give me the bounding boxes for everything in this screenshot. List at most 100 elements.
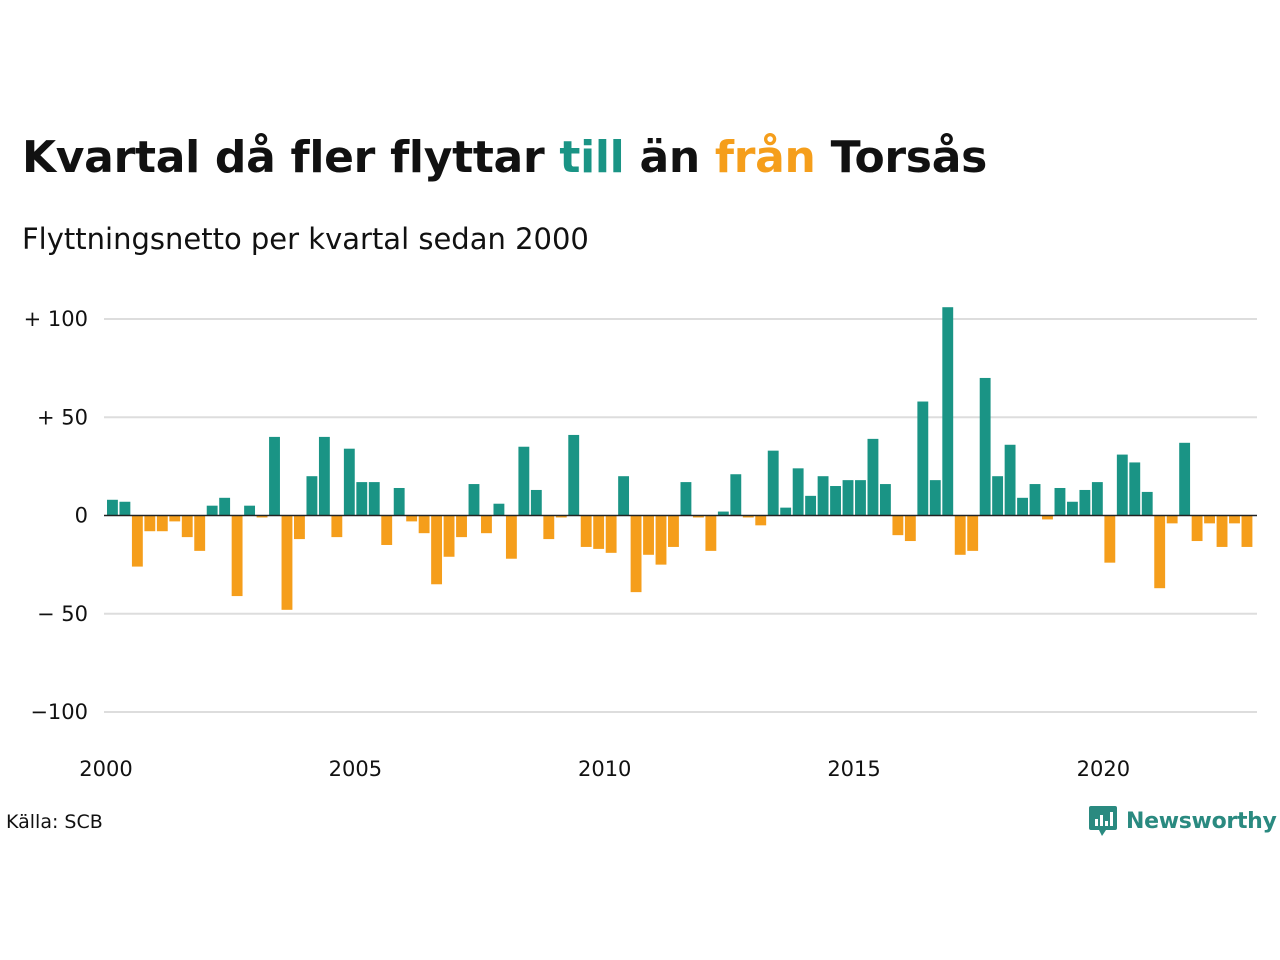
bar (1116, 454, 1128, 516)
bar (904, 515, 916, 542)
bar (1042, 515, 1053, 520)
bar (1129, 462, 1141, 516)
y-tick-label: + 50 (37, 405, 88, 429)
bar (468, 484, 480, 516)
x-tick-label: 2005 (329, 757, 382, 781)
bar (1079, 489, 1091, 516)
bar (680, 482, 692, 516)
bar (780, 507, 792, 516)
bar (281, 515, 293, 610)
bar (306, 476, 318, 516)
bar (1204, 515, 1215, 524)
x-tick-label: 2015 (827, 757, 880, 781)
bar (244, 505, 256, 516)
bar (555, 515, 567, 518)
bar (830, 486, 841, 516)
bar (967, 515, 979, 551)
bar (343, 448, 355, 516)
bar (119, 501, 131, 516)
bar (219, 497, 231, 516)
y-tick-label: + 100 (24, 307, 88, 331)
bar (979, 377, 991, 516)
bar (954, 515, 966, 555)
bar (618, 476, 630, 516)
bar (867, 438, 879, 516)
chart-subtitle: Flyttningsnetto per kvartal sedan 2000 (22, 222, 589, 256)
gridlines (104, 318, 1257, 713)
bar (630, 515, 642, 593)
bar (917, 401, 929, 516)
bar (431, 515, 443, 585)
title-till-word: till (559, 132, 625, 183)
title-part-3: Torsås (815, 132, 988, 183)
bar (668, 515, 679, 547)
bar (593, 515, 605, 549)
bar (107, 499, 118, 516)
bar (1216, 515, 1228, 547)
bar (456, 515, 467, 538)
bar (169, 515, 181, 522)
y-tick-label: − 50 (37, 602, 88, 626)
bar (443, 515, 455, 557)
bar (568, 434, 580, 516)
bar (792, 468, 804, 516)
bar (655, 515, 667, 565)
bar (393, 487, 405, 516)
title-part-2: än (624, 132, 715, 183)
bar (381, 515, 393, 545)
bar (181, 515, 193, 538)
brand-name: Newsworthy (1126, 808, 1277, 834)
x-tick-label: 2010 (578, 757, 631, 781)
bar (144, 515, 156, 532)
bar (206, 505, 218, 516)
bar (717, 511, 729, 516)
brand-logo[interactable]: Newsworthy (1088, 804, 1277, 838)
bar (481, 515, 492, 534)
bar (256, 515, 268, 518)
title-fran-word: från (714, 132, 816, 183)
bar (505, 515, 517, 559)
bar (156, 515, 168, 532)
x-tick-label: 2020 (1077, 757, 1130, 781)
bar (131, 515, 143, 567)
y-tick-labels: + 100 + 50 0 − 50 −100 (24, 307, 88, 724)
bar (605, 515, 617, 553)
bar (692, 515, 704, 518)
bar (767, 450, 779, 516)
bar (705, 515, 717, 551)
bar (518, 446, 530, 516)
bar (755, 515, 767, 526)
bar (194, 515, 206, 551)
bar (418, 515, 430, 534)
bar (1229, 515, 1240, 524)
source-note: Källa: SCB (6, 811, 103, 833)
bar (580, 515, 592, 547)
bar (817, 476, 829, 516)
bar (929, 480, 941, 516)
bar (1104, 515, 1116, 563)
bar (294, 515, 305, 540)
bar (842, 480, 854, 516)
bar (892, 515, 904, 536)
bar (543, 515, 555, 540)
x-tick-labels: 2000 2005 2010 2015 2020 (79, 757, 1130, 781)
newsworthy-logo-icon (1089, 806, 1117, 836)
bar (231, 515, 243, 597)
bar (805, 495, 817, 516)
bar (992, 476, 1004, 516)
bar (879, 484, 891, 516)
bar (406, 515, 418, 522)
bar (269, 436, 280, 516)
bar (356, 482, 368, 516)
bar (1179, 442, 1191, 516)
bar (1029, 484, 1041, 516)
bar (530, 489, 542, 516)
bar (1054, 487, 1066, 516)
bar (1017, 497, 1028, 516)
bar (1091, 482, 1103, 516)
bar (318, 436, 330, 516)
title-part-1: Kvartal då fler flyttar (22, 132, 560, 183)
bar (730, 474, 742, 516)
bar (1241, 515, 1253, 547)
